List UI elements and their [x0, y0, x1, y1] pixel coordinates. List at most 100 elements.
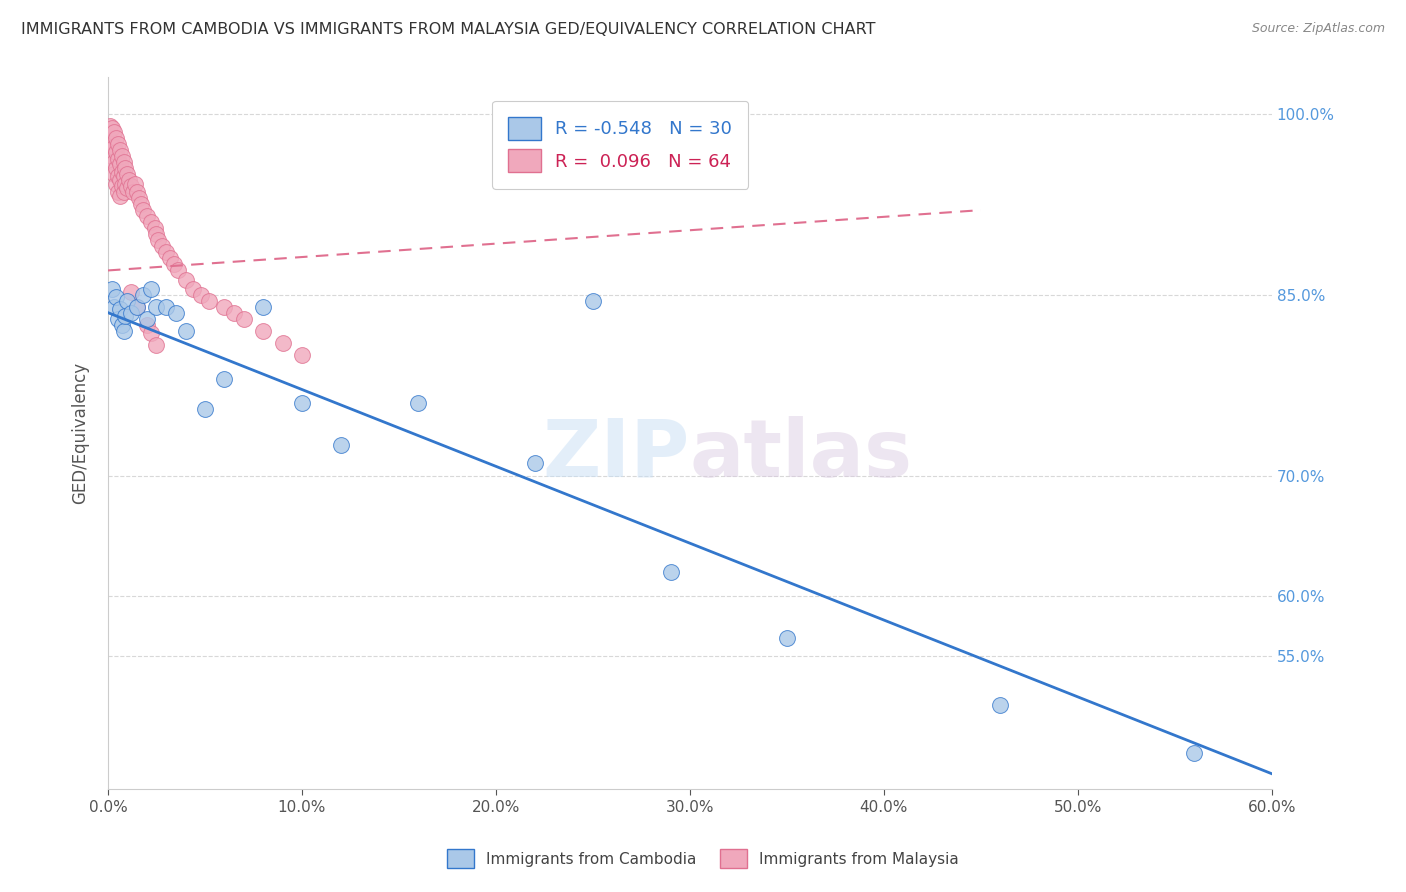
Point — [132, 287, 155, 301]
Text: IMMIGRANTS FROM CAMBODIA VS IMMIGRANTS FROM MALAYSIA GED/EQUIVALENCY CORRELATION: IMMIGRANTS FROM CAMBODIA VS IMMIGRANTS F… — [21, 22, 876, 37]
Point — [120, 285, 142, 300]
Point — [110, 149, 132, 163]
Point — [128, 191, 150, 205]
Point — [139, 281, 162, 295]
Point — [98, 119, 121, 133]
Point — [155, 300, 177, 314]
Point — [108, 188, 131, 202]
Point — [132, 203, 155, 218]
Point — [291, 348, 314, 362]
Y-axis label: GED/Equivalency: GED/Equivalency — [72, 362, 89, 504]
Point — [145, 300, 167, 314]
Point — [103, 154, 125, 169]
Point — [104, 177, 127, 191]
Point — [122, 185, 145, 199]
Point — [103, 300, 125, 314]
Point — [776, 632, 799, 646]
Point — [112, 154, 135, 169]
Point — [135, 209, 157, 223]
Point — [127, 300, 149, 314]
Point — [523, 457, 546, 471]
Point — [198, 293, 221, 308]
Point — [120, 179, 142, 194]
Point — [110, 179, 132, 194]
Point — [104, 290, 127, 304]
Point — [103, 167, 125, 181]
Point — [214, 300, 236, 314]
Point — [159, 252, 181, 266]
Point — [127, 300, 149, 314]
Point — [107, 136, 129, 151]
Point — [107, 153, 129, 167]
Point — [108, 173, 131, 187]
Point — [114, 161, 136, 175]
Point — [214, 372, 236, 386]
Point — [117, 167, 139, 181]
Point — [174, 273, 197, 287]
Point — [117, 181, 139, 195]
Point — [118, 173, 141, 187]
Point — [582, 293, 605, 308]
Point — [101, 281, 124, 295]
Point — [252, 300, 274, 314]
Point — [114, 310, 136, 324]
Point — [104, 145, 127, 160]
Point — [408, 396, 430, 410]
Point — [271, 335, 294, 350]
Point — [183, 281, 205, 295]
Point — [163, 257, 186, 271]
Point — [101, 136, 124, 151]
Point — [222, 306, 245, 320]
Point — [114, 177, 136, 191]
Legend: Immigrants from Cambodia, Immigrants from Malaysia: Immigrants from Cambodia, Immigrants fro… — [439, 841, 967, 875]
Point — [104, 130, 127, 145]
Point — [103, 140, 125, 154]
Point — [112, 169, 135, 184]
Point — [252, 324, 274, 338]
Point — [166, 263, 188, 277]
Point — [108, 301, 131, 316]
Point — [108, 157, 131, 171]
Text: atlas: atlas — [690, 416, 912, 493]
Point — [148, 233, 170, 247]
Point — [143, 221, 166, 235]
Point — [165, 306, 187, 320]
Point — [145, 338, 167, 352]
Point — [135, 318, 157, 332]
Point — [145, 227, 167, 242]
Point — [108, 143, 131, 157]
Point — [103, 125, 125, 139]
Point — [155, 245, 177, 260]
Point — [174, 324, 197, 338]
Point — [107, 311, 129, 326]
Point — [135, 311, 157, 326]
Point — [110, 318, 132, 332]
Point — [107, 185, 129, 199]
Point — [117, 293, 139, 308]
Point — [150, 239, 173, 253]
Point — [129, 197, 152, 211]
Point — [124, 177, 146, 191]
Point — [329, 438, 352, 452]
Point — [120, 306, 142, 320]
Text: Source: ZipAtlas.com: Source: ZipAtlas.com — [1251, 22, 1385, 36]
Point — [988, 698, 1011, 712]
Point — [101, 121, 124, 136]
Point — [139, 326, 162, 341]
Legend: R = -0.548   N = 30, R =  0.096   N = 64: R = -0.548 N = 30, R = 0.096 N = 64 — [492, 101, 748, 188]
Point — [112, 185, 135, 199]
Point — [194, 402, 217, 417]
Point — [101, 149, 124, 163]
Point — [291, 396, 314, 410]
Point — [127, 185, 149, 199]
Point — [107, 169, 129, 184]
Point — [232, 311, 254, 326]
Point — [98, 133, 121, 147]
Point — [139, 215, 162, 229]
Point — [659, 565, 682, 579]
Point — [104, 161, 127, 175]
Point — [110, 164, 132, 178]
Point — [1182, 746, 1205, 760]
Text: ZIP: ZIP — [543, 416, 690, 493]
Point — [112, 324, 135, 338]
